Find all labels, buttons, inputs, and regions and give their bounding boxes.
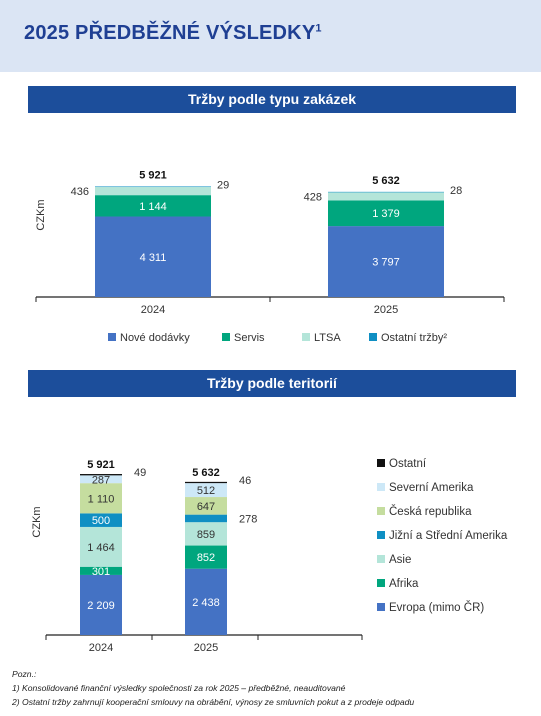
chart2-bar-segment	[185, 497, 227, 515]
chart2-bar-segment	[185, 568, 227, 635]
chart2-legend-swatch	[377, 603, 385, 611]
page-header: 2025 PŘEDBĚŽNÉ VÝSLEDKY1	[0, 0, 541, 72]
chart1-bar-segment	[328, 192, 444, 201]
chart2-bar-segment	[185, 545, 227, 569]
chart2-legend-label: Jižní a Střední Amerika	[389, 530, 508, 542]
chart2-legend-swatch	[377, 459, 385, 467]
chart2-data-label: 1 110	[88, 493, 115, 505]
chart2-data-label: 49	[134, 467, 146, 479]
chart2-bar-segment	[80, 483, 122, 514]
chart1-legend-label: Nové dodávky	[120, 332, 190, 344]
chart2-bar-segment	[185, 522, 227, 546]
chart2-bar-segment	[80, 474, 122, 476]
chart2-legend-swatch	[377, 579, 385, 587]
footnote-1: 1) Konsolidované finanční výsledky spole…	[12, 683, 346, 693]
chart2-legend-label: Evropa (mimo ČR)	[389, 601, 484, 614]
chart2-data-label: 2 209	[87, 600, 115, 612]
chart1-data-label: 436	[71, 186, 89, 198]
page-title-text: 2025 PŘEDBĚŽNÉ VÝSLEDKY	[24, 22, 316, 44]
chart1-data-label: 3 797	[372, 257, 400, 269]
page-title: 2025 PŘEDBĚŽNÉ VÝSLEDKY1	[24, 22, 322, 45]
chart1-legend-swatch	[108, 333, 116, 341]
chart1-y-axis-label: CZKm	[35, 199, 47, 230]
chart2-legend-swatch	[377, 555, 385, 563]
chart1-x-tick-label: 2025	[374, 304, 398, 316]
chart2-legend-label: Severní Amerika	[389, 482, 474, 494]
chart1-data-label: 1 144	[139, 201, 167, 213]
chart1-legend-label: Ostatní tržby²	[381, 332, 447, 344]
chart2-bar-segment	[185, 514, 227, 523]
chart2-legend-label: Česká republika	[389, 505, 472, 518]
revenue-by-type-chart: CZKm 4 311 1 144 436 29 5 921 2024 3 797 1 379 42…	[35, 169, 505, 344]
notes-heading: Pozn.:	[12, 669, 37, 679]
chart2-legend-label: Ostatní	[389, 458, 427, 470]
chart2-legend-label: Asie	[389, 554, 411, 566]
chart1-bar-segment	[95, 216, 211, 297]
chart2-data-label: 512	[197, 485, 215, 497]
chart2-y-axis-label: CZKm	[31, 506, 43, 537]
chart1-x-tick-label: 2024	[141, 304, 165, 316]
chart1-legend-swatch	[222, 333, 230, 341]
title-footnote-mark: 1	[315, 22, 322, 35]
chart2-bar-segment	[80, 566, 122, 575]
chart1-legend-label: Servis	[234, 332, 265, 344]
revenue-by-territory-chart: CZKm 2 209 301 1 464 500 1 110 287 49 5 921 2024 2…	[31, 458, 508, 654]
chart2-bar-segment	[80, 513, 122, 527]
chart1-bar-segment	[328, 226, 444, 297]
chart2-data-label: 287	[92, 474, 110, 486]
chart2-data-label: 301	[92, 566, 110, 578]
chart1-total-label: 5 921	[139, 169, 167, 181]
chart1-legend-label: LTSA	[314, 332, 341, 344]
chart1-total-label: 5 632	[372, 175, 400, 187]
chart2-x-tick-label: 2024	[89, 642, 113, 654]
chart1-legend-swatch	[369, 333, 377, 341]
chart1-bar-segment	[95, 186, 211, 188]
chart1-data-label: 28	[450, 185, 462, 197]
chart1-bar-segment	[328, 191, 444, 193]
chart1-title: Tržby podle typu zakázek	[28, 86, 516, 113]
chart2-data-label: 1 464	[87, 542, 115, 554]
chart2-bar-segment	[80, 475, 122, 484]
chart2-bar-segment	[185, 481, 227, 484]
chart2-data-label: 647	[197, 501, 215, 513]
chart2-legend-label: Afrika	[389, 578, 419, 590]
chart2-bar-segment	[185, 483, 227, 498]
chart2-data-label: 500	[92, 515, 110, 527]
chart2-data-label: 2 438	[192, 597, 220, 609]
chart1-bar-segment	[95, 195, 211, 217]
chart1-bar-segment	[328, 200, 444, 227]
chart1-data-label: 1 379	[372, 208, 400, 220]
chart2-total-label: 5 632	[192, 467, 220, 479]
chart2-x-tick-label: 2025	[194, 642, 218, 654]
chart2-bar-segment	[80, 574, 122, 635]
footnote-2: 2) Ostatní tržby zahrnují kooperační sml…	[12, 697, 415, 707]
footnotes: Pozn.: 1) Konsolidované finanční výsledk…	[12, 667, 414, 709]
chart1-data-label: 29	[217, 180, 229, 192]
chart2-bar-segment	[80, 526, 122, 567]
chart2-data-label: 278	[239, 513, 257, 525]
chart2-legend-swatch	[377, 531, 385, 539]
chart1-legend-swatch	[302, 333, 310, 341]
chart1-data-label: 428	[304, 191, 322, 203]
chart1-bar-segment	[95, 187, 211, 196]
chart2-data-label: 859	[197, 529, 215, 541]
chart1-data-label: 4 311	[140, 252, 167, 264]
chart2-legend-swatch	[377, 507, 385, 515]
chart2-title: Tržby podle teritorií	[28, 370, 516, 397]
chart2-data-label: 852	[197, 552, 215, 564]
chart2-legend-swatch	[377, 483, 385, 491]
chart2-total-label: 5 921	[87, 459, 115, 471]
chart2-data-label: 46	[239, 475, 251, 487]
